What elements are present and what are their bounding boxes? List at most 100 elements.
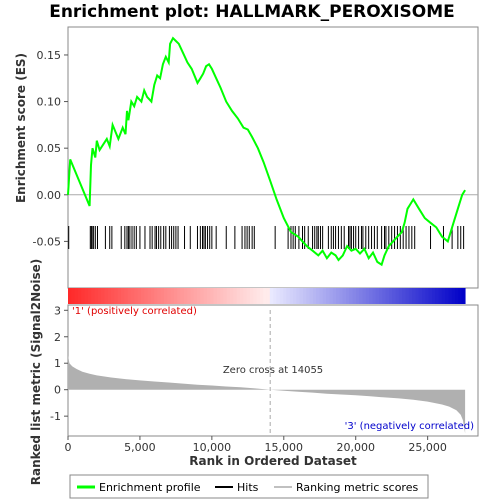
color-bar-segment bbox=[233, 288, 238, 304]
color-bar-segment bbox=[226, 288, 231, 304]
color-bar-segment bbox=[230, 288, 234, 304]
color-bar-segment bbox=[345, 288, 350, 304]
top-y-tick-label: -0.05 bbox=[33, 235, 61, 248]
color-bar-segment bbox=[306, 288, 311, 304]
hits-layer bbox=[68, 226, 465, 249]
x-tick-label: 20,000 bbox=[336, 441, 375, 454]
color-bar-segment bbox=[355, 288, 360, 304]
color-bar-segment bbox=[127, 288, 132, 304]
color-bar-segment bbox=[120, 288, 125, 304]
color-bar-segment bbox=[154, 288, 158, 304]
color-bar-segment bbox=[269, 288, 274, 304]
color-bar-segment bbox=[213, 288, 218, 304]
color-bar-segment bbox=[455, 288, 459, 304]
color-bar-segment bbox=[256, 288, 261, 304]
color-bar-segment bbox=[382, 288, 387, 304]
chart-title: Enrichment plot: HALLMARK_PEROXISOME bbox=[49, 2, 455, 22]
color-bar-segment bbox=[193, 288, 198, 304]
color-bar-segment bbox=[94, 288, 99, 304]
color-bar-segment bbox=[329, 288, 334, 304]
color-bar-segment bbox=[415, 288, 420, 304]
top-y-tick-label: 0.15 bbox=[37, 49, 62, 62]
color-bar-segment bbox=[167, 288, 172, 304]
color-bar-segment bbox=[283, 288, 287, 304]
bottom-y-ticks: 3 2 1 0 -1 bbox=[50, 304, 68, 423]
legend-label-ranking-metric: Ranking metric scores bbox=[296, 481, 418, 494]
bottom-y-tick-label: -1 bbox=[50, 410, 61, 423]
x-axis-label: Rank in Ordered Dataset bbox=[189, 454, 357, 468]
legend-label-hits: Hits bbox=[237, 481, 259, 494]
color-bar-segment bbox=[276, 288, 281, 304]
color-bar-segment bbox=[422, 288, 426, 304]
color-bar-segment bbox=[339, 288, 344, 304]
top-y-tick-label: 0.05 bbox=[37, 142, 62, 155]
color-bar-segment bbox=[428, 288, 433, 304]
color-bar-segment bbox=[445, 288, 450, 304]
color-bar-segment bbox=[134, 288, 138, 304]
color-bar-segment bbox=[144, 288, 148, 304]
ranking-metric-area bbox=[68, 355, 466, 434]
color-bar-segment bbox=[259, 288, 264, 304]
color-bar-segment bbox=[220, 288, 225, 304]
legend-label-enrichment-profile: Enrichment profile bbox=[99, 481, 201, 494]
color-bar-segment bbox=[266, 288, 271, 304]
color-bar-segment bbox=[104, 288, 109, 304]
color-bar-segment bbox=[190, 288, 195, 304]
color-bar-segment bbox=[91, 288, 95, 304]
bottom-y-tick-label: 0 bbox=[54, 384, 61, 397]
color-bar-segment bbox=[253, 288, 258, 304]
color-bar-segment bbox=[170, 288, 175, 304]
color-bar-segment bbox=[246, 288, 251, 304]
bottom-y-axis-label: Ranked list metric (Signal2Noise) bbox=[29, 259, 43, 486]
color-bar-segment bbox=[369, 288, 373, 304]
bottom-y-tick-label: 3 bbox=[54, 304, 61, 317]
color-bar-segment bbox=[418, 288, 423, 304]
color-bar-segment bbox=[114, 288, 119, 304]
color-bar-segment bbox=[435, 288, 440, 304]
color-bar-segment bbox=[150, 288, 155, 304]
color-bar-segment bbox=[302, 288, 307, 304]
color-bar-segment bbox=[402, 288, 406, 304]
color-bar-segment bbox=[425, 288, 430, 304]
color-bar-segment bbox=[362, 288, 367, 304]
color-bar-segment bbox=[97, 288, 102, 304]
color-bar-segment bbox=[163, 288, 168, 304]
color-bar-segment bbox=[206, 288, 211, 304]
color-bar-segment bbox=[349, 288, 354, 304]
color-bar-segment bbox=[140, 288, 145, 304]
color-bar-segment bbox=[322, 288, 327, 304]
color-bar-segment bbox=[197, 288, 201, 304]
color-bar-segment bbox=[101, 288, 105, 304]
color-bar-segment bbox=[461, 288, 466, 304]
color-bar-segment bbox=[299, 288, 304, 304]
color-bar-segment bbox=[412, 288, 416, 304]
top-y-tick-label: 0.00 bbox=[37, 189, 62, 202]
x-tick-label: 15,000 bbox=[265, 441, 304, 454]
color-bar-segment bbox=[375, 288, 380, 304]
color-bar-segment bbox=[326, 288, 330, 304]
negative-correlation-label: '3' (negatively correlated) bbox=[345, 421, 474, 432]
color-bar-segment bbox=[448, 288, 453, 304]
color-bar-segment bbox=[200, 288, 205, 304]
color-bar-segment bbox=[296, 288, 301, 304]
color-bar-segment bbox=[332, 288, 337, 304]
color-bar-segment bbox=[319, 288, 324, 304]
top-y-ticks: 0.15 0.10 0.05 0.00 -0.05 bbox=[33, 49, 68, 248]
color-bar-segment bbox=[74, 288, 79, 304]
color-bar-segment bbox=[210, 288, 215, 304]
x-tick-label: 10,000 bbox=[193, 441, 232, 454]
color-bar-segment bbox=[117, 288, 122, 304]
top-y-tick-label: 0.10 bbox=[37, 96, 62, 109]
color-bar-segment bbox=[309, 288, 314, 304]
color-bar-segment bbox=[87, 288, 92, 304]
color-bar-segment bbox=[458, 288, 463, 304]
color-bar-segment bbox=[312, 288, 317, 304]
color-bar-segment bbox=[249, 288, 254, 304]
color-bar-segment bbox=[187, 288, 191, 304]
color-bar-segment bbox=[316, 288, 320, 304]
color-bar-segment bbox=[385, 288, 390, 304]
color-bar-segment bbox=[395, 288, 400, 304]
x-tick-label: 0 bbox=[65, 441, 72, 454]
color-bar-segment bbox=[379, 288, 383, 304]
